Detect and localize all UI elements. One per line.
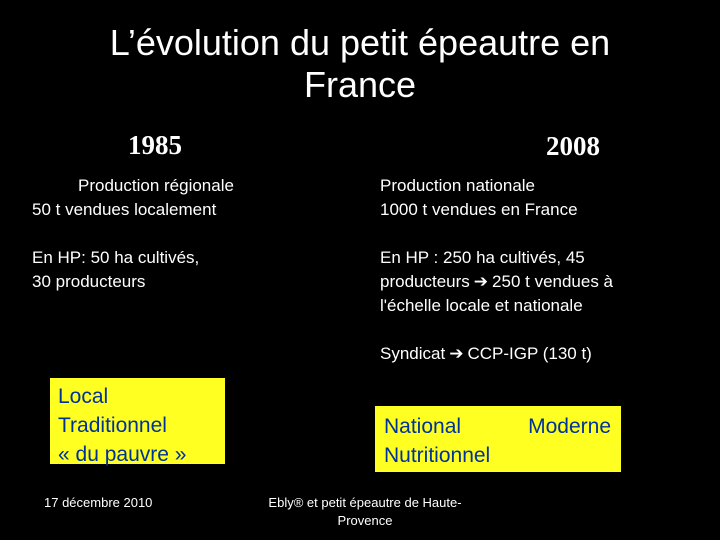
right-sales-text: 1000 t vendues en France	[380, 200, 578, 219]
right-tonnage-text: 250 t vendues à	[492, 272, 614, 291]
left-sales-text: 50 t vendues localement	[32, 200, 217, 219]
modern-box: National Moderne Nutritionnel	[375, 406, 621, 472]
year-2008: 2008	[546, 131, 600, 161]
modern-box-line: Nutritionnel	[384, 444, 491, 467]
traditional-box-line: « du pauvre »	[58, 443, 187, 466]
left-producers-text: 30 producteurs	[32, 272, 146, 291]
right-syndicat-line: Syndicat ➔ CCP-IGP (130 t)	[380, 342, 592, 366]
slide-title: L’évolution du petit épeautre en France	[109, 22, 611, 105]
syndicat-text: Syndicat	[380, 344, 446, 363]
left-production-label: Production régionale	[78, 176, 234, 195]
year-1985: 1985	[128, 130, 182, 160]
modern-box-row: National Moderne	[384, 412, 621, 441]
right-production-label: Production nationale	[380, 176, 536, 195]
right-hp-text: En HP : 250 ha cultivés, 45	[380, 248, 585, 267]
traditional-box-line: Local	[58, 385, 109, 408]
arrow-right-icon: ➔	[449, 344, 464, 363]
traditional-box-line: Traditionnel	[58, 414, 167, 437]
ccp-igp-text: CCP-IGP (130 t)	[467, 344, 592, 363]
traditional-box: Local Traditionnel « du pauvre »	[50, 378, 225, 466]
right-producers-text: producteurs	[380, 272, 470, 291]
left-hp-text: En HP: 50 ha cultivés,	[32, 248, 200, 267]
arrow-right-icon: ➔	[473, 272, 489, 291]
footer-source: Ebly® et petit épeautre de Haute-Provenc…	[268, 495, 462, 528]
modern-box-word: Moderne	[528, 415, 611, 438]
footer-date: 17 décembre 2010	[44, 495, 153, 510]
modern-box-word: National	[384, 415, 462, 438]
right-producers-line: producteurs ➔ 250 t vendues à	[380, 270, 613, 294]
right-scale-text: l'échelle locale et nationale	[380, 296, 583, 315]
